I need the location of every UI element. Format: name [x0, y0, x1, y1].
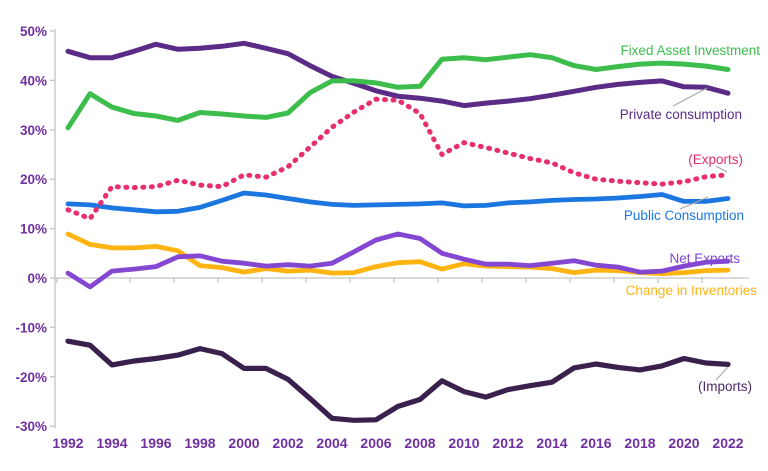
series-label-private-consumption: Private consumption: [620, 107, 742, 122]
series-line-net-exports: [65, 231, 731, 290]
series-label-fixed-asset-investment: Fixed Asset Investment: [620, 43, 760, 58]
y-axis-tick-label: 50%: [20, 24, 47, 39]
x-axis-tick-label: 1992: [52, 435, 83, 451]
x-axis-tick-label: 2022: [712, 435, 743, 451]
series-label-net-exports: Net Exports: [669, 251, 740, 266]
series-label-change-in-inventories: Change in Inventories: [626, 283, 758, 298]
label-leader-line: [715, 165, 728, 173]
series-label-exports: (Exports): [688, 152, 743, 167]
y-axis-tick-label: 40%: [20, 73, 47, 88]
x-axis-tick-label: 2008: [404, 435, 435, 451]
x-axis-tick-label: 2004: [316, 435, 347, 451]
series-line-fixed-asset-investment: [65, 52, 731, 131]
x-axis-tick-label: 2010: [448, 435, 479, 451]
series-line-exports: [65, 96, 731, 222]
x-axis-tick-label: 2020: [668, 435, 699, 451]
x-axis-tick-label: 2012: [492, 435, 523, 451]
series-line-public-consumption: [65, 190, 731, 215]
x-axis-tick-label: 1998: [184, 435, 215, 451]
x-axis-tick-label: 2002: [272, 435, 303, 451]
y-axis-tick-label: 20%: [20, 172, 47, 187]
label-leader-line: [679, 196, 709, 210]
y-axis-tick-label: 0%: [27, 271, 47, 286]
series-line-imports: [65, 338, 731, 423]
y-axis-tick-label: -20%: [15, 370, 47, 385]
label-leader-line: [715, 366, 729, 381]
y-axis-tick-label: -30%: [15, 419, 47, 434]
series-label-imports: (Imports): [698, 379, 752, 394]
x-axis-tick-label: 2006: [360, 435, 391, 451]
series-line-change-in-inventories: [65, 231, 731, 277]
y-axis-tick-label: -10%: [15, 320, 47, 335]
series-line-private-consumption: [65, 40, 731, 109]
x-axis-tick-label: 2016: [580, 435, 611, 451]
x-axis-tick-label: 2018: [624, 435, 655, 451]
x-axis-tick-label: 2014: [536, 435, 567, 451]
y-axis-tick-label: 30%: [20, 123, 47, 138]
x-axis-tick-label: 1994: [96, 435, 127, 451]
y-axis-tick-label: 10%: [20, 222, 47, 237]
label-leader-line: [672, 87, 708, 107]
x-axis-tick-label: 2000: [228, 435, 259, 451]
x-axis-tick-label: 1996: [140, 435, 171, 451]
series-label-public-consumption: Public Consumption: [624, 208, 744, 223]
